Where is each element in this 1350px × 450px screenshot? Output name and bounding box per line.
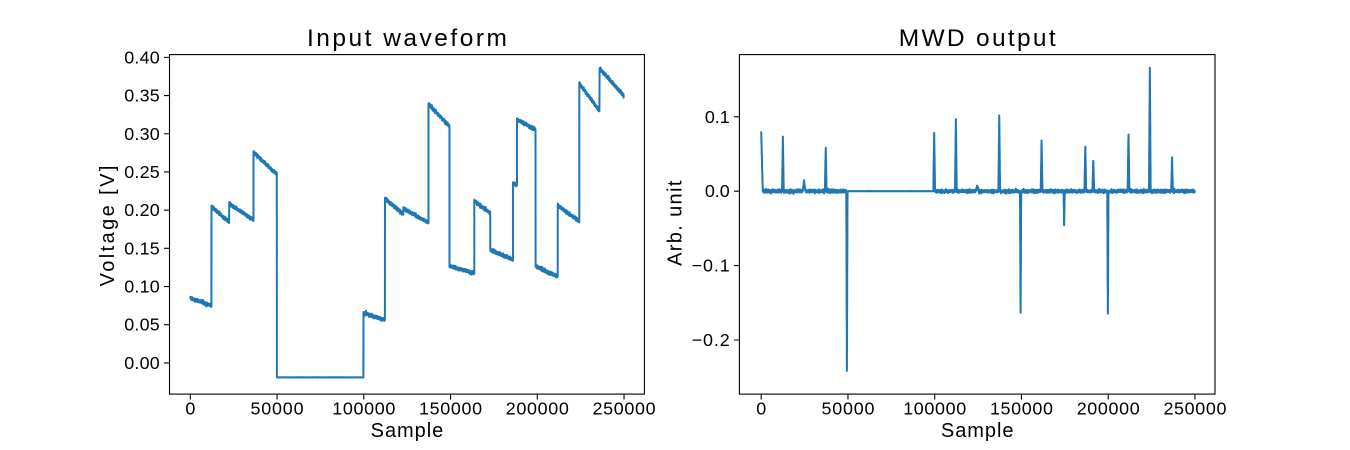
- svg-text:0.10: 0.10: [124, 277, 160, 297]
- svg-text:0.25: 0.25: [124, 162, 160, 182]
- svg-text:200000: 200000: [1077, 399, 1141, 419]
- svg-text:50000: 50000: [821, 399, 875, 419]
- svg-text:0: 0: [756, 399, 766, 419]
- svg-text:0.20: 0.20: [124, 200, 160, 220]
- svg-text:100000: 100000: [332, 399, 396, 419]
- svg-text:−0.1: −0.1: [692, 256, 731, 276]
- svg-text:0.05: 0.05: [124, 315, 160, 335]
- svg-text:250000: 250000: [1163, 399, 1227, 419]
- svg-text:150000: 150000: [990, 399, 1054, 419]
- svg-text:0.0: 0.0: [705, 181, 730, 201]
- svg-text:150000: 150000: [419, 399, 483, 419]
- svg-text:250000: 250000: [593, 399, 657, 419]
- svg-text:0.00: 0.00: [124, 353, 160, 373]
- svg-text:0.15: 0.15: [124, 238, 160, 258]
- svg-text:Sample: Sample: [371, 420, 445, 442]
- svg-text:0.1: 0.1: [705, 107, 730, 127]
- svg-text:Input waveform: Input waveform: [307, 25, 510, 52]
- svg-text:50000: 50000: [251, 399, 305, 419]
- svg-text:MWD output: MWD output: [899, 25, 1058, 52]
- svg-text:0.30: 0.30: [124, 124, 160, 144]
- svg-text:100000: 100000: [903, 399, 967, 419]
- svg-text:Voltage [V]: Voltage [V]: [97, 163, 119, 286]
- svg-text:0.35: 0.35: [124, 86, 160, 106]
- svg-text:Sample: Sample: [941, 420, 1015, 442]
- svg-text:200000: 200000: [506, 399, 570, 419]
- svg-text:−0.2: −0.2: [692, 330, 731, 350]
- svg-text:0.40: 0.40: [124, 47, 160, 67]
- svg-text:0: 0: [185, 399, 195, 419]
- svg-text:Arb. unit: Arb. unit: [665, 179, 687, 266]
